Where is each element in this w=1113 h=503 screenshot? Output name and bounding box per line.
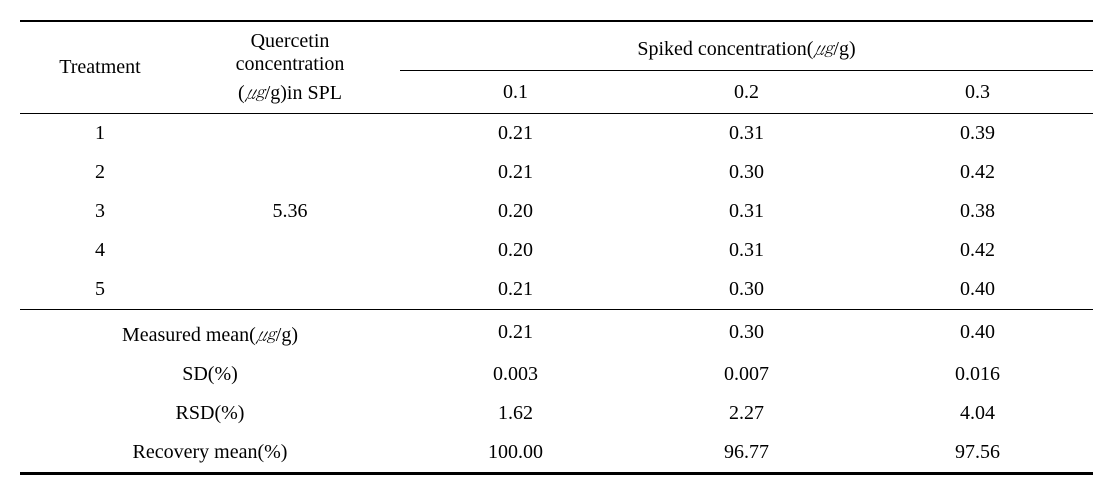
cell-value: 0.40 [862,310,1093,356]
table-row: 1 5.36 0.21 0.31 0.39 [20,114,1093,154]
cell-value: 0.39 [862,114,1093,154]
cell-value: 2.27 [631,394,862,433]
header-spiked-post: /g) [833,38,855,60]
cell-value: 0.42 [862,231,1093,270]
header-spiked-pre: Spiked concentration( [637,38,813,60]
header-level-0: 0.1 [400,71,631,114]
cell-quercetin-conc: 5.36 [180,114,400,310]
header-spiked-unit: ㎍ [813,38,833,60]
cell-value: 4.04 [862,394,1093,433]
cell-value: 0.007 [631,355,862,394]
header-spiked: Spiked concentration(㎍/g) [400,21,1093,71]
header-quercetin-unit: ㎍ [245,82,265,104]
header-treatment: Treatment [20,21,180,114]
label-measured-mean-pre: Measured mean( [122,324,256,346]
cell-value: 0.21 [400,114,631,154]
header-level-1: 0.2 [631,71,862,114]
cell-value: 0.21 [400,310,631,356]
cell-value: 0.31 [631,192,862,231]
cell-value: 100.00 [400,433,631,474]
label-recovery: Recovery mean(%) [20,433,400,474]
summary-row-measured-mean: Measured mean(㎍/g) 0.21 0.30 0.40 [20,310,1093,356]
summary-row-sd: SD(%) 0.003 0.007 0.016 [20,355,1093,394]
header-quercetin-l3-post: /g)in SPL [265,82,342,104]
cell-treatment: 2 [20,153,180,192]
summary-row-recovery: Recovery mean(%) 100.00 96.77 97.56 [20,433,1093,474]
header-quercetin-l1: Quercetin [251,30,330,52]
cell-value: 96.77 [631,433,862,474]
cell-value: 0.21 [400,153,631,192]
cell-value: 0.30 [631,270,862,310]
cell-value: 0.31 [631,231,862,270]
label-measured-mean: Measured mean(㎍/g) [20,310,400,356]
cell-value: 0.40 [862,270,1093,310]
header-quercetin: Quercetin concentration (㎍/g)in SPL [180,21,400,114]
cell-treatment: 1 [20,114,180,154]
cell-value: 0.38 [862,192,1093,231]
cell-value: 0.30 [631,153,862,192]
cell-treatment: 5 [20,270,180,310]
cell-value: 0.31 [631,114,862,154]
label-measured-mean-unit: ㎍ [256,324,276,346]
summary-row-rsd: RSD(%) 1.62 2.27 4.04 [20,394,1093,433]
cell-value: 0.20 [400,231,631,270]
header-quercetin-l2: concentration [236,53,345,75]
header-quercetin-l3-pre: ( [238,82,245,104]
label-measured-mean-post: /g) [276,324,298,346]
cell-value: 97.56 [862,433,1093,474]
cell-value: 0.20 [400,192,631,231]
cell-value: 0.30 [631,310,862,356]
header-level-2: 0.3 [862,71,1093,114]
cell-value: 1.62 [400,394,631,433]
cell-treatment: 4 [20,231,180,270]
quercetin-table: Treatment Quercetin concentration (㎍/g)i… [20,20,1093,475]
label-rsd: RSD(%) [20,394,400,433]
cell-value: 0.21 [400,270,631,310]
cell-value: 0.42 [862,153,1093,192]
cell-treatment: 3 [20,192,180,231]
cell-value: 0.003 [400,355,631,394]
cell-value: 0.016 [862,355,1093,394]
label-sd: SD(%) [20,355,400,394]
